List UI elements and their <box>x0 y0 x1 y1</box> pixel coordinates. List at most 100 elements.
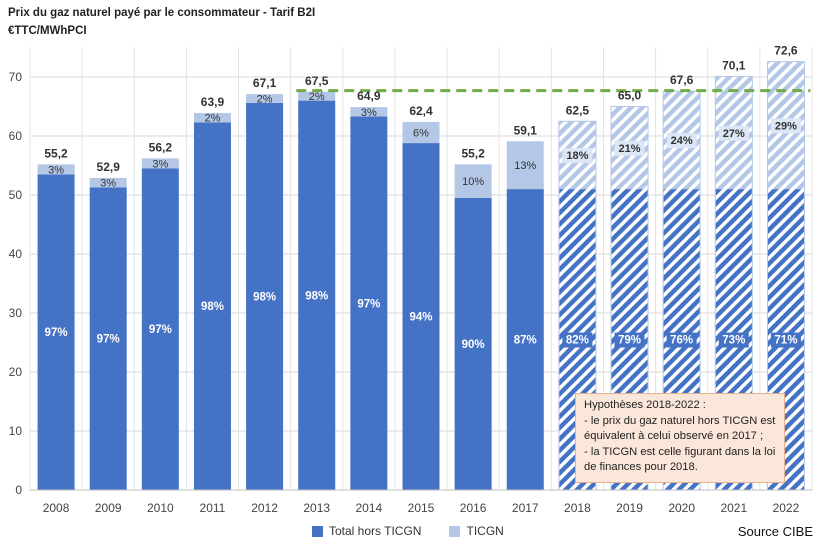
ticgn-pct-label: 2% <box>205 113 221 125</box>
total-label: 72,6 <box>774 44 798 58</box>
base-pct-label: 97% <box>357 298 380 310</box>
total-label: 67,1 <box>253 76 277 90</box>
note-line: - la TICGN est celle figurant dans la lo… <box>584 445 776 458</box>
x-tick-label: 2020 <box>668 501 695 515</box>
ticgn-pct-label: 3% <box>100 178 116 190</box>
bar-base-2013 <box>298 100 336 490</box>
bar-ticgn-2009 <box>89 177 127 188</box>
hypotheses-note: Hypothèses 2018-2022 : - le prix du gaz … <box>575 393 785 483</box>
note-line: équivalent à celui observé en 2017 ; <box>584 430 764 442</box>
legend-label-base: Total hors TICGN <box>329 524 422 538</box>
base-pct-label: 90% <box>462 339 485 351</box>
x-tick-label: 2012 <box>251 501 278 515</box>
total-label: 63,9 <box>201 95 225 109</box>
bar-ticgn-2017 <box>506 141 544 190</box>
ticgn-pct-label: 29% <box>775 120 797 132</box>
pct-label-bg <box>718 332 749 348</box>
ticgn-pct-label: 3% <box>361 107 377 119</box>
legend-label-ticgn: TICGN <box>466 524 504 538</box>
bar-base-2010 <box>141 168 179 490</box>
ticgn-pct-label: 3% <box>48 164 64 176</box>
bar-ticgn-2014 <box>350 107 388 117</box>
legend: Total hors TICGN TICGN <box>312 524 504 538</box>
ticgn-pct-label: 21% <box>619 143 641 155</box>
chart-unit: €TTC/MWhPCI <box>8 25 87 37</box>
x-tick-label: 2019 <box>616 501 643 515</box>
chart-title-block: Prix du gaz naturel payé par le consomma… <box>8 4 315 40</box>
total-label: 67,6 <box>670 73 694 87</box>
base-pct-label: 97% <box>149 324 172 336</box>
x-tick-label: 2011 <box>200 501 226 515</box>
pct-label-bg <box>718 125 749 141</box>
ticgn-pct-label: 2% <box>257 94 273 106</box>
bar-base-2011 <box>193 122 231 491</box>
pct-label-bg <box>666 332 697 348</box>
bar-ticgn-2012 <box>246 94 284 103</box>
pct-label-bg <box>562 332 593 348</box>
base-pct-label: 97% <box>97 334 120 346</box>
x-tick-label: 2015 <box>408 501 435 515</box>
bar-base-2009 <box>89 187 127 490</box>
pct-label-bg <box>562 148 593 164</box>
ticgn-pct-label: 24% <box>671 135 693 147</box>
bar-base-2016 <box>454 197 492 490</box>
total-label: 62,5 <box>566 103 590 117</box>
pct-label-bg <box>770 332 801 348</box>
bar-ticgn-2015 <box>402 121 440 144</box>
total-label: 59,1 <box>514 123 538 137</box>
base-pct-label: 98% <box>253 291 276 303</box>
bar-base-2014 <box>350 116 388 490</box>
total-label: 70,1 <box>722 58 746 72</box>
total-label: 64,9 <box>357 89 381 103</box>
base-pct-label: 98% <box>305 290 328 302</box>
total-label: 65,0 <box>618 89 642 103</box>
y-tick-label: 20 <box>9 365 23 379</box>
base-pct-label: 79% <box>618 335 641 347</box>
note-line: de finances pour 2018. <box>584 461 698 473</box>
pct-label-bg <box>666 133 697 149</box>
base-pct-label: 71% <box>774 335 797 347</box>
bar-base-2012 <box>246 102 284 491</box>
note-line: - le prix du gaz naturel hors TICGN est <box>584 414 776 427</box>
x-tick-label: 2018 <box>564 501 591 515</box>
y-tick-label: 0 <box>15 483 22 497</box>
bar-base-2017 <box>506 189 544 490</box>
ticgn-pct-label: 6% <box>413 127 429 139</box>
y-tick-label: 60 <box>9 129 23 143</box>
base-pct-label: 94% <box>409 312 432 324</box>
x-tick-label: 2021 <box>720 501 747 515</box>
y-tick-label: 70 <box>9 70 23 84</box>
bar-ticgn-2008 <box>37 164 75 175</box>
x-tick-label: 2010 <box>147 501 174 515</box>
x-axis: 2008 2009 2010 2011 2012 2013 2014 2015 2016 2017… <box>30 489 812 515</box>
base-pct-label: 97% <box>45 327 68 339</box>
note-line: Hypothèses 2018-2022 : <box>584 399 706 411</box>
ticgn-pct-label: 18% <box>566 150 588 162</box>
total-label: 62,4 <box>409 104 433 118</box>
bar-ticgn-2013 <box>298 91 336 101</box>
x-tick-label: 2008 <box>43 501 70 515</box>
chart-title: Prix du gaz naturel payé par le consomma… <box>8 7 316 19</box>
legend-item-base: Total hors TICGN <box>312 524 421 538</box>
bar-ticgn-2016 <box>454 164 492 198</box>
total-label: 55,2 <box>461 146 485 160</box>
y-tick-label: 40 <box>9 247 23 261</box>
total-label: 52,9 <box>97 160 121 174</box>
pct-label-bg <box>614 140 645 156</box>
bar-ticgn-2010 <box>141 158 179 169</box>
total-label: 56,2 <box>149 140 173 154</box>
x-tick-label: 2014 <box>356 501 383 515</box>
legend-item-ticgn: TICGN <box>449 524 504 538</box>
x-tick-label: 2013 <box>303 501 330 515</box>
ticgn-pct-label: 3% <box>152 158 168 170</box>
y-tick-label: 30 <box>9 306 23 320</box>
data-labels: 55,2 97% 3% 52,9 97% 3% 56,2 97% 3% 63,9 98% 2% 67,1… <box>44 44 801 351</box>
x-tick-label: 2022 <box>773 501 800 515</box>
base-pct-label: 98% <box>201 301 224 313</box>
pct-label-bg <box>770 118 801 134</box>
x-tick-label: 2016 <box>460 501 487 515</box>
y-tick-label: 50 <box>9 188 23 202</box>
pct-label-bg <box>614 332 645 348</box>
y-tick-label: 10 <box>9 424 23 438</box>
bar-base-2008 <box>37 174 75 490</box>
